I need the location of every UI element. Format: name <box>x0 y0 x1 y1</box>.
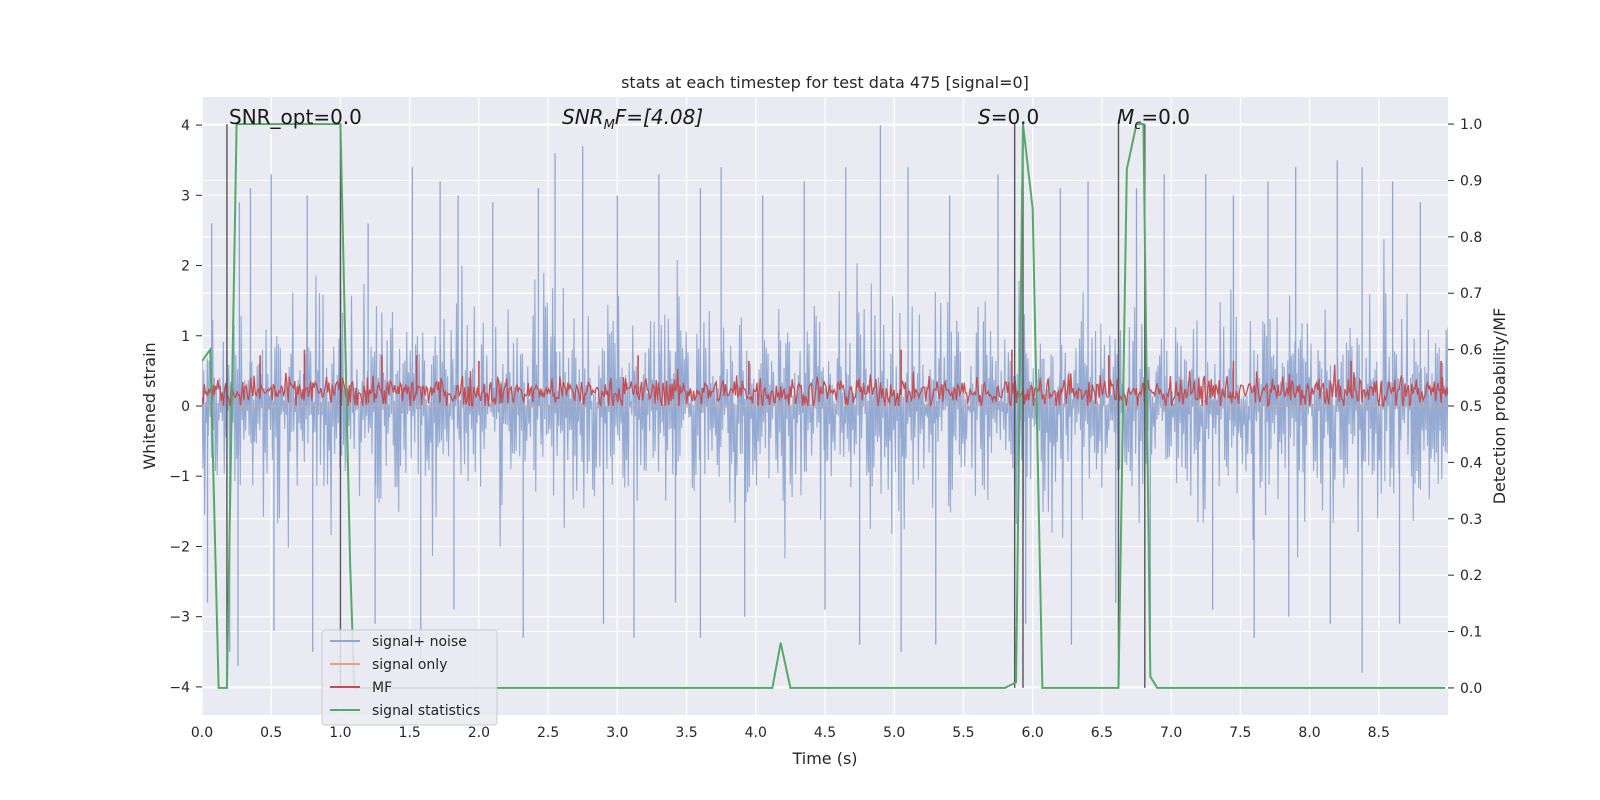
y-right-tick-label: 1.0 <box>1460 117 1482 133</box>
mf-trace <box>202 364 1448 408</box>
x-tick-label: 3.0 <box>606 725 628 741</box>
y-right-tick-label: 0.5 <box>1460 399 1482 415</box>
legend: signal+ noise signal only MF signal stat… <box>321 629 498 726</box>
y-right-tick-label: 0.3 <box>1460 512 1482 528</box>
x-tick-label: 0.0 <box>191 725 213 741</box>
x-tick-label: 6.5 <box>1091 725 1113 741</box>
legend-label-signal-only: signal only <box>372 657 447 673</box>
annotation-snr-opt: SNR_opt=0.0 <box>229 105 362 129</box>
y-tick-label: −1 <box>169 469 190 485</box>
y-right-tick-label: 0.1 <box>1460 625 1482 641</box>
legend-label-signal-noise: signal+ noise <box>372 634 467 650</box>
y-right-tick-label: 0.7 <box>1460 286 1482 302</box>
annotation-s: S=0.0 <box>978 105 1039 129</box>
y-axis-right-ticks: 0.0 0.1 0.2 0.3 0.4 0.5 0.6 0.7 0.8 0.9 1.0 <box>1448 117 1482 697</box>
x-tick-label: 2.0 <box>468 725 490 741</box>
y-tick-label: −4 <box>169 680 190 696</box>
y-right-tick-label: 0.2 <box>1460 568 1482 584</box>
y-tick-label: 2 <box>181 259 190 275</box>
y-tick-label: 0 <box>181 399 190 415</box>
x-tick-label: 0.5 <box>260 725 282 741</box>
x-tick-label: 5.0 <box>883 725 905 741</box>
y-right-tick-label: 0.4 <box>1460 455 1482 471</box>
y-right-tick-label: 0.0 <box>1460 681 1482 697</box>
x-tick-label: 1.5 <box>399 725 421 741</box>
legend-label-signal-statistics: signal statistics <box>372 703 480 719</box>
x-axis-label: Time (s) <box>791 749 857 768</box>
legend-label-mf: MF <box>372 680 392 696</box>
chart-title: stats at each timestep for test data 475… <box>621 73 1029 92</box>
x-tick-label: 1.0 <box>329 725 351 741</box>
x-tick-label: 2.5 <box>537 725 559 741</box>
y-right-tick-label: 0.9 <box>1460 173 1482 189</box>
y-axis-label: Whitened strain <box>140 342 159 469</box>
x-tick-label: 4.5 <box>814 725 836 741</box>
y-axis-ticks: −4 −3 −2 −1 0 1 2 3 4 <box>169 118 202 696</box>
x-tick-label: 7.5 <box>1229 725 1251 741</box>
y-right-tick-label: 0.6 <box>1460 343 1482 359</box>
x-tick-label: 4.0 <box>745 725 767 741</box>
annotation-snr-mf: SNRMF=[4.08] <box>562 105 703 133</box>
x-tick-label: 5.5 <box>952 725 974 741</box>
mf-series <box>202 349 1448 408</box>
signal-statistics-trace <box>202 123 1446 689</box>
x-tick-label: 3.5 <box>675 725 697 741</box>
signal-statistics-series <box>202 123 1446 689</box>
x-tick-label: 7.0 <box>1160 725 1182 741</box>
annotation-mc: Mc=0.0 <box>1117 105 1190 133</box>
y-tick-label: −3 <box>169 610 190 626</box>
y-tick-label: 4 <box>181 118 190 134</box>
y-right-tick-label: 0.8 <box>1460 230 1482 246</box>
x-tick-label: 8.0 <box>1298 725 1320 741</box>
x-axis-ticks: 0.0 0.5 1.0 1.5 2.0 2.5 3.0 3.5 4.0 4.5 5.0 5.5 6.0 6… <box>191 725 1390 741</box>
y-tick-label: 1 <box>181 329 190 345</box>
x-tick-label: 6.0 <box>1022 725 1044 741</box>
legend-box <box>321 629 498 726</box>
x-tick-label: 8.5 <box>1368 725 1390 741</box>
y-tick-label: 3 <box>181 188 190 204</box>
y-tick-label: −2 <box>169 539 190 555</box>
y-axis-right-label: Detection probability/MF <box>1490 308 1509 505</box>
